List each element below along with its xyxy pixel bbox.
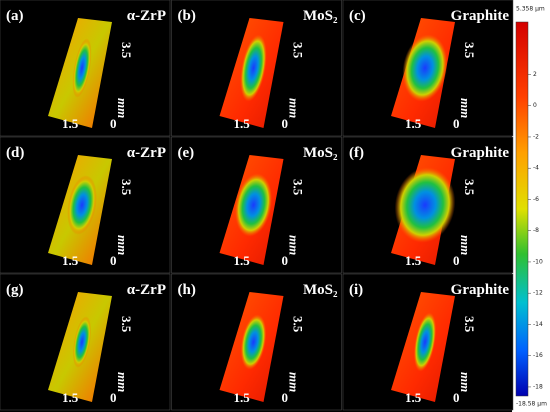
axis-width: 1.5 bbox=[405, 116, 422, 131]
axis-unit: mm bbox=[115, 235, 130, 255]
wear-scar bbox=[402, 34, 448, 102]
axis-unit: mm bbox=[287, 372, 302, 392]
wear-scar bbox=[72, 38, 92, 98]
axis-unit: mm bbox=[287, 235, 302, 255]
panel: (g) α-ZrP 3.5 mm 1.5 0 bbox=[0, 273, 171, 411]
axis-unit: mm bbox=[115, 98, 130, 118]
axis-unit: mm bbox=[458, 98, 473, 118]
axis-length: 3.5 bbox=[462, 179, 477, 196]
colorbar-max: 5.358 μm bbox=[516, 6, 545, 13]
wear-scar bbox=[413, 312, 437, 372]
material: Graphite bbox=[451, 282, 510, 298]
colorbar-tick-label: -10 bbox=[533, 258, 543, 265]
wear-scar bbox=[67, 175, 97, 235]
panel-label: (g) bbox=[6, 282, 24, 298]
axis-origin: 0 bbox=[453, 253, 460, 268]
wear-scar bbox=[240, 34, 267, 102]
colorbar bbox=[515, 21, 529, 397]
material: α-ZrP bbox=[127, 145, 166, 161]
axis-length: 3.5 bbox=[291, 316, 306, 333]
axis-length: 3.5 bbox=[119, 179, 134, 196]
panel-label: (d) bbox=[6, 145, 24, 161]
axis-length: 3.5 bbox=[462, 42, 477, 59]
axis-origin: 0 bbox=[110, 116, 117, 131]
material: α-ZrP bbox=[127, 8, 166, 24]
colorbar-tick-label: -14 bbox=[533, 321, 543, 328]
colorbar-tick-label: -2 bbox=[533, 133, 539, 140]
axis-length: 3.5 bbox=[291, 179, 306, 196]
colorbar-tick-label: 2 bbox=[533, 71, 537, 78]
wear-scar bbox=[240, 314, 267, 370]
material: MoS₂ bbox=[303, 282, 338, 298]
material: MoS₂ bbox=[303, 8, 338, 24]
panel-label: (e) bbox=[178, 145, 195, 161]
panel: (e) MoS₂ 3.5 mm 1.5 0 bbox=[171, 136, 342, 274]
colorbar-tick-label: -6 bbox=[533, 196, 539, 203]
axis-length: 3.5 bbox=[291, 42, 306, 59]
axis-origin: 0 bbox=[453, 116, 460, 131]
panel-label: (a) bbox=[6, 8, 24, 24]
colorbar-tick-label: -12 bbox=[533, 290, 543, 297]
panel: (h) MoS₂ 3.5 mm 1.5 0 bbox=[171, 273, 342, 411]
material: Graphite bbox=[451, 145, 510, 161]
axis-origin: 0 bbox=[282, 253, 289, 268]
axis-origin: 0 bbox=[282, 390, 289, 405]
axis-origin: 0 bbox=[110, 253, 117, 268]
panel-label: (c) bbox=[349, 8, 366, 24]
axis-length: 3.5 bbox=[119, 316, 134, 333]
axis-length: 3.5 bbox=[462, 316, 477, 333]
panel: (d) α-ZrP 3.5 mm 1.5 0 bbox=[0, 136, 171, 274]
axis-width: 1.5 bbox=[62, 116, 79, 131]
axis-length: 3.5 bbox=[119, 42, 134, 59]
axis-width: 1.5 bbox=[62, 390, 79, 405]
axis-width: 1.5 bbox=[234, 116, 251, 131]
axis-unit: mm bbox=[287, 98, 302, 118]
panel: (i) Graphite 3.5 mm 1.5 0 bbox=[342, 273, 514, 411]
panel: (a) α-ZrP 3.5 mm 1.5 0 bbox=[0, 0, 171, 137]
axis-origin: 0 bbox=[110, 390, 117, 405]
colorbar-tick-label: -18 bbox=[533, 383, 543, 390]
colorbar-tick-label: -16 bbox=[533, 352, 543, 359]
colorbar-tick-label: -8 bbox=[533, 227, 539, 234]
axis-width: 1.5 bbox=[405, 390, 422, 405]
wear-scar bbox=[72, 316, 92, 368]
axis-origin: 0 bbox=[282, 116, 289, 131]
panel-label: (h) bbox=[178, 282, 196, 298]
axis-width: 1.5 bbox=[234, 390, 251, 405]
colorbar-tick-label: 0 bbox=[533, 102, 537, 109]
axis-unit: mm bbox=[115, 372, 130, 392]
panel: (b) MoS₂ 3.5 mm 1.5 0 bbox=[171, 0, 342, 137]
colorbar-min: -18.58 μm bbox=[516, 401, 547, 408]
panel: (f) Graphite 3.5 mm 1.5 0 bbox=[342, 136, 514, 274]
panel: (c) Graphite 3.5 mm 1.5 0 bbox=[342, 0, 514, 137]
axis-width: 1.5 bbox=[405, 253, 422, 268]
material: MoS₂ bbox=[303, 145, 338, 161]
axis-width: 1.5 bbox=[234, 253, 251, 268]
axis-unit: mm bbox=[458, 235, 473, 255]
panel-label: (f) bbox=[349, 145, 364, 161]
wear-scar bbox=[234, 173, 273, 237]
material: α-ZrP bbox=[127, 282, 166, 298]
colorbar-tick-label: -4 bbox=[533, 165, 539, 172]
panel-label: (i) bbox=[349, 282, 363, 298]
axis-width: 1.5 bbox=[62, 253, 79, 268]
wear-scar bbox=[394, 167, 456, 243]
material: Graphite bbox=[451, 8, 510, 24]
axis-origin: 0 bbox=[453, 390, 460, 405]
panel-label: (b) bbox=[178, 8, 196, 24]
axis-unit: mm bbox=[458, 372, 473, 392]
